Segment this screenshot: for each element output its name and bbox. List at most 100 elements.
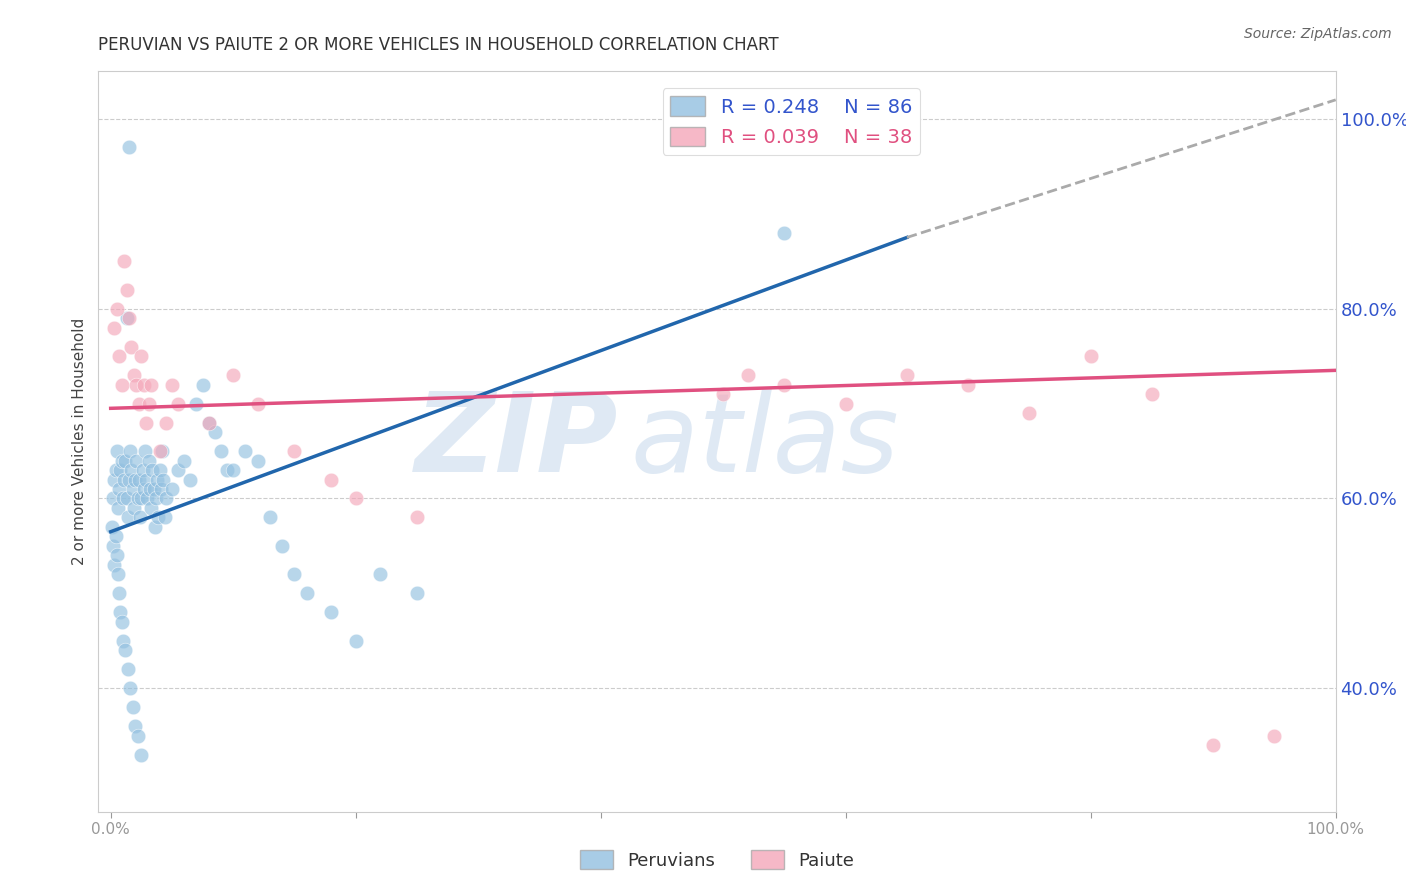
Point	[246, 396, 269, 410]
Point	[209, 444, 232, 458]
Point	[344, 491, 367, 506]
Point	[773, 377, 796, 392]
Point	[834, 396, 856, 410]
Point	[149, 444, 172, 458]
Point	[321, 606, 343, 620]
Point	[295, 586, 318, 600]
Point	[127, 491, 149, 506]
Point	[117, 662, 139, 676]
Point	[120, 444, 142, 458]
Point	[149, 482, 172, 496]
Point	[101, 491, 124, 506]
Point	[160, 482, 183, 496]
Point	[1140, 387, 1163, 401]
Point	[259, 510, 281, 524]
Point	[191, 377, 214, 392]
Point	[139, 377, 162, 392]
Point	[122, 500, 145, 515]
Point	[204, 425, 226, 439]
Point	[114, 453, 136, 467]
Point	[138, 396, 160, 410]
Point	[406, 510, 429, 524]
Point	[215, 463, 238, 477]
Point	[222, 368, 245, 383]
Point	[167, 463, 190, 477]
Point	[110, 606, 132, 620]
Point	[150, 444, 173, 458]
Point	[129, 491, 152, 506]
Point	[271, 539, 294, 553]
Point	[153, 510, 176, 524]
Point	[139, 500, 162, 515]
Point	[105, 444, 128, 458]
Point	[111, 453, 134, 467]
Point	[406, 586, 429, 600]
Point	[737, 368, 759, 383]
Point	[120, 681, 142, 696]
Point	[283, 567, 305, 582]
Point	[127, 729, 149, 743]
Point	[124, 719, 146, 733]
Y-axis label: 2 or more Vehicles in Household: 2 or more Vehicles in Household	[72, 318, 87, 566]
Point	[115, 283, 138, 297]
Point	[129, 349, 152, 363]
Point	[321, 473, 343, 487]
Point	[121, 482, 143, 496]
Point	[105, 549, 128, 563]
Point	[155, 416, 177, 430]
Point	[118, 140, 141, 154]
Point	[235, 444, 257, 458]
Point	[111, 633, 134, 648]
Point	[167, 396, 190, 410]
Point	[711, 387, 734, 401]
Point	[344, 633, 367, 648]
Point	[114, 643, 136, 657]
Point	[160, 377, 183, 392]
Text: Source: ZipAtlas.com: Source: ZipAtlas.com	[1244, 27, 1392, 41]
Point	[104, 463, 127, 477]
Point	[146, 473, 169, 487]
Point	[110, 463, 132, 477]
Point	[125, 453, 148, 467]
Point	[104, 529, 127, 543]
Point	[222, 463, 245, 477]
Point	[131, 463, 153, 477]
Point	[186, 396, 208, 410]
Point	[368, 567, 391, 582]
Point	[108, 349, 131, 363]
Point	[111, 615, 134, 629]
Point	[105, 301, 128, 316]
Point	[121, 463, 143, 477]
Point	[128, 396, 150, 410]
Point	[108, 482, 131, 496]
Point	[107, 500, 129, 515]
Point	[121, 700, 143, 714]
Point	[103, 558, 125, 572]
Point	[142, 482, 165, 496]
Point	[1080, 349, 1102, 363]
Point	[107, 567, 129, 582]
Point	[136, 491, 159, 506]
Point	[117, 510, 139, 524]
Point	[103, 473, 125, 487]
Point	[896, 368, 918, 383]
Point	[111, 377, 134, 392]
Point	[145, 491, 167, 506]
Point	[115, 491, 138, 506]
Point	[155, 491, 177, 506]
Point	[197, 416, 219, 430]
Point	[112, 254, 135, 268]
Point	[112, 473, 135, 487]
Point	[124, 473, 146, 487]
Point	[283, 444, 305, 458]
Point	[135, 473, 157, 487]
Point	[118, 473, 141, 487]
Point	[101, 520, 124, 534]
Point	[111, 491, 134, 506]
Point	[149, 463, 172, 477]
Point	[1018, 406, 1040, 420]
Point	[1263, 729, 1285, 743]
Point	[134, 444, 156, 458]
Point	[132, 482, 155, 496]
Point	[246, 453, 269, 467]
